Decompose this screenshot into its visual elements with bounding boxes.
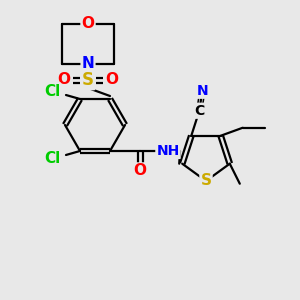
Text: Cl: Cl <box>44 152 60 166</box>
Text: O: O <box>82 16 94 32</box>
Text: C: C <box>194 104 204 118</box>
Text: O: O <box>106 73 118 88</box>
Text: N: N <box>82 56 94 71</box>
Text: S: S <box>82 71 94 89</box>
Text: O: O <box>58 73 70 88</box>
Text: N: N <box>196 84 208 98</box>
Text: Cl: Cl <box>44 83 60 98</box>
Text: NH: NH <box>156 144 180 158</box>
Text: O: O <box>134 164 146 178</box>
Text: S: S <box>200 173 211 188</box>
